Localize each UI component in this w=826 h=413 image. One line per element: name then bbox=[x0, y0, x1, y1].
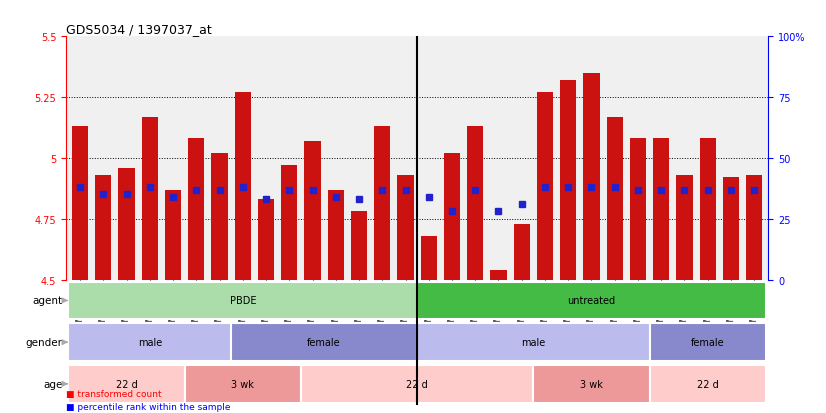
Text: female: female bbox=[691, 337, 724, 347]
FancyBboxPatch shape bbox=[69, 365, 185, 403]
FancyBboxPatch shape bbox=[301, 365, 534, 403]
Bar bbox=[141, 117, 158, 280]
Bar bbox=[676, 176, 693, 280]
Bar bbox=[165, 190, 181, 280]
Text: PBDE: PBDE bbox=[230, 296, 256, 306]
Bar bbox=[95, 176, 112, 280]
Bar bbox=[118, 168, 135, 280]
Bar bbox=[281, 166, 297, 280]
Bar bbox=[491, 270, 506, 280]
Bar bbox=[304, 142, 320, 280]
FancyBboxPatch shape bbox=[534, 365, 649, 403]
FancyBboxPatch shape bbox=[649, 324, 766, 361]
Text: 3 wk: 3 wk bbox=[580, 379, 603, 389]
Bar bbox=[258, 200, 274, 280]
Bar bbox=[630, 139, 646, 280]
FancyBboxPatch shape bbox=[69, 324, 231, 361]
Bar bbox=[374, 127, 391, 280]
Bar bbox=[583, 74, 600, 280]
Text: agent: agent bbox=[32, 296, 63, 306]
Text: 22 d: 22 d bbox=[406, 379, 428, 389]
Bar bbox=[653, 139, 669, 280]
Bar bbox=[746, 176, 762, 280]
Text: ■ percentile rank within the sample: ■ percentile rank within the sample bbox=[66, 402, 230, 411]
Bar bbox=[397, 176, 414, 280]
Bar bbox=[723, 178, 739, 280]
Text: untreated: untreated bbox=[567, 296, 615, 306]
Text: GDS5034 / 1397037_at: GDS5034 / 1397037_at bbox=[66, 23, 211, 36]
Bar bbox=[420, 236, 437, 280]
Text: male: male bbox=[521, 337, 545, 347]
Text: 22 d: 22 d bbox=[116, 379, 137, 389]
FancyBboxPatch shape bbox=[649, 365, 766, 403]
Bar bbox=[351, 212, 367, 280]
Bar bbox=[328, 190, 344, 280]
Text: ■ transformed count: ■ transformed count bbox=[66, 389, 162, 399]
Text: age: age bbox=[43, 379, 63, 389]
Bar bbox=[537, 93, 553, 280]
Bar bbox=[606, 117, 623, 280]
Bar bbox=[560, 81, 577, 280]
FancyBboxPatch shape bbox=[185, 365, 301, 403]
Text: 3 wk: 3 wk bbox=[231, 379, 254, 389]
FancyBboxPatch shape bbox=[417, 282, 766, 319]
Text: gender: gender bbox=[26, 337, 63, 347]
Text: male: male bbox=[138, 337, 162, 347]
Bar bbox=[188, 139, 204, 280]
Bar bbox=[468, 127, 483, 280]
Text: female: female bbox=[307, 337, 341, 347]
Bar bbox=[235, 93, 251, 280]
Text: 22 d: 22 d bbox=[697, 379, 719, 389]
Bar bbox=[700, 139, 716, 280]
FancyBboxPatch shape bbox=[69, 282, 417, 319]
Bar bbox=[514, 224, 530, 280]
Bar bbox=[444, 154, 460, 280]
Bar bbox=[211, 154, 228, 280]
FancyBboxPatch shape bbox=[417, 324, 649, 361]
FancyBboxPatch shape bbox=[231, 324, 417, 361]
Bar bbox=[72, 127, 88, 280]
